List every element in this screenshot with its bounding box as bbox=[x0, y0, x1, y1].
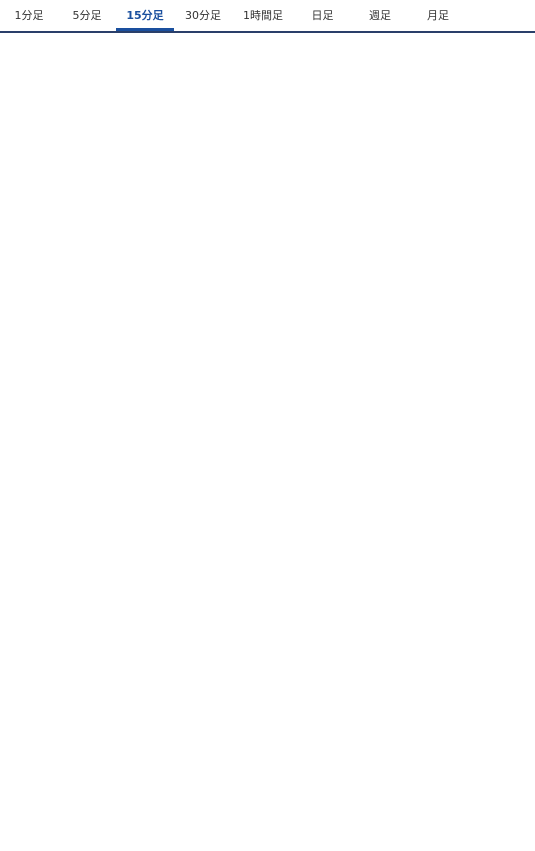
tab-5[interactable]: 日足 bbox=[311, 9, 334, 22]
tab-6[interactable]: 週足 bbox=[369, 9, 391, 22]
tab-7[interactable]: 月足 bbox=[427, 9, 449, 22]
timeframe-tabs: 1分足 5分足 15分足 30分足 1時間足 日足 週足 月足 bbox=[0, 0, 535, 33]
tab-3[interactable]: 30分足 bbox=[185, 9, 221, 22]
tab-2[interactable]: 15分足 bbox=[116, 0, 174, 31]
tab-1[interactable]: 5分足 bbox=[72, 9, 102, 22]
tab-4[interactable]: 1時間足 bbox=[243, 9, 283, 22]
tab-0[interactable]: 1分足 bbox=[14, 9, 44, 22]
